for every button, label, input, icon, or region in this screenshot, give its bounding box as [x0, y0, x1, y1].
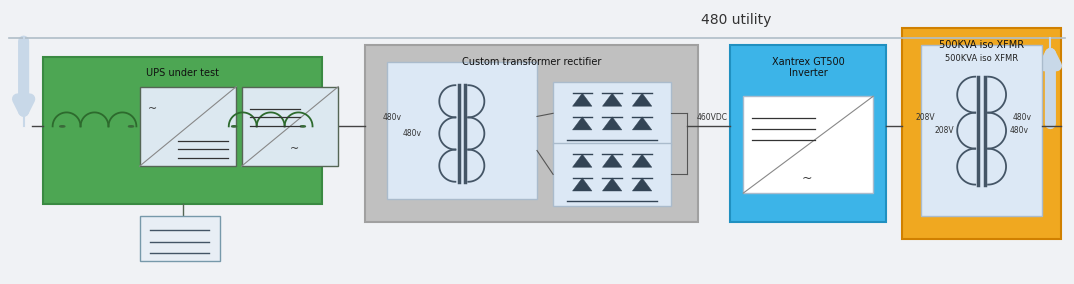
Bar: [242, 87, 338, 166]
Text: 500KVA iso XFMR: 500KVA iso XFMR: [945, 54, 1018, 63]
Bar: [921, 45, 1042, 216]
Text: ~: ~: [148, 104, 158, 114]
Text: 480v: 480v: [382, 113, 402, 122]
Bar: [140, 216, 220, 261]
Text: 480 utility: 480 utility: [700, 13, 771, 27]
Bar: [902, 28, 1061, 239]
Bar: [553, 143, 671, 206]
Text: ~: ~: [801, 172, 812, 185]
Polygon shape: [603, 117, 622, 130]
Polygon shape: [572, 117, 592, 130]
Bar: [553, 82, 671, 145]
Polygon shape: [572, 93, 592, 106]
Polygon shape: [633, 178, 652, 191]
Polygon shape: [603, 93, 622, 106]
Text: ~: ~: [290, 144, 300, 154]
Polygon shape: [633, 117, 652, 130]
Bar: [387, 62, 537, 199]
Text: 460VDC: 460VDC: [697, 113, 727, 122]
Circle shape: [301, 126, 305, 127]
Text: 208V: 208V: [934, 126, 954, 135]
Bar: [743, 96, 873, 193]
Text: Xantrex GT500
Inverter: Xantrex GT500 Inverter: [772, 57, 844, 78]
Circle shape: [60, 126, 64, 127]
Circle shape: [129, 126, 133, 127]
Bar: [43, 57, 322, 204]
Text: 480v: 480v: [1010, 126, 1029, 135]
Bar: [730, 45, 886, 222]
Text: UPS under test: UPS under test: [146, 68, 219, 78]
Bar: [140, 87, 236, 166]
Circle shape: [232, 126, 236, 127]
Polygon shape: [572, 178, 592, 191]
Bar: [365, 45, 698, 222]
Polygon shape: [572, 154, 592, 167]
Text: 480v: 480v: [403, 129, 422, 138]
Text: 500KVA iso XFMR: 500KVA iso XFMR: [939, 40, 1025, 50]
Text: 208V: 208V: [916, 113, 935, 122]
Polygon shape: [603, 154, 622, 167]
Polygon shape: [603, 178, 622, 191]
Text: Custom transformer rectifier: Custom transformer rectifier: [462, 57, 601, 67]
Polygon shape: [633, 93, 652, 106]
Text: 480v: 480v: [1013, 113, 1032, 122]
Polygon shape: [633, 154, 652, 167]
